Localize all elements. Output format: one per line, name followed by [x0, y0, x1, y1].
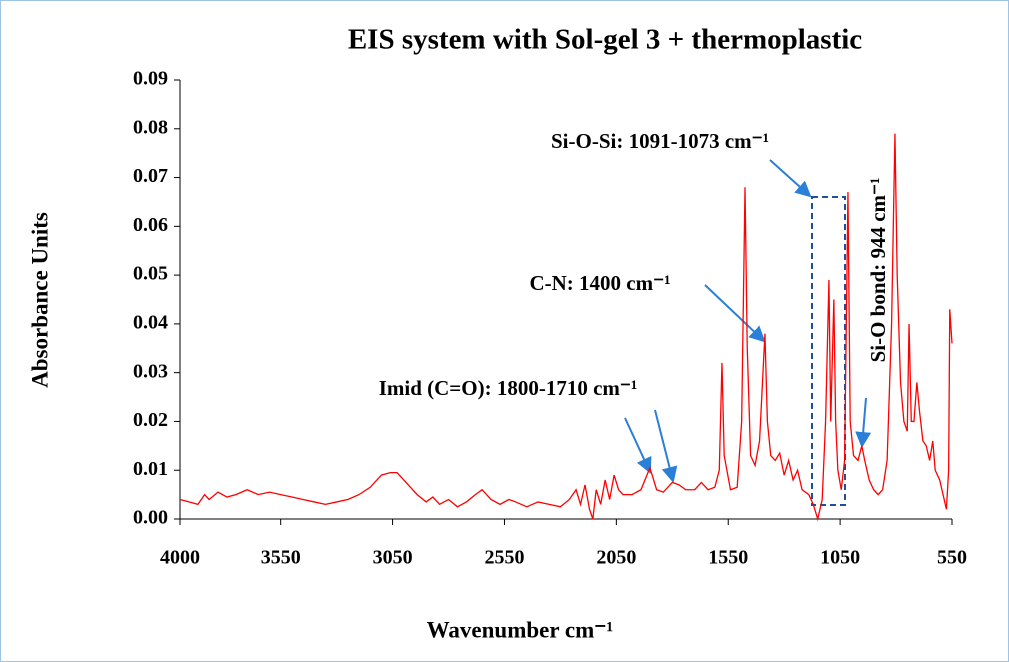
y-tick-label: 0.01: [133, 458, 168, 480]
arrows: [624, 159, 872, 483]
y-axis-label: Absorbance Units: [27, 212, 52, 388]
x-tick-label: 2050: [596, 547, 636, 569]
y-tick-label: 0.00: [133, 507, 168, 529]
x-tick-label: 3550: [261, 547, 301, 569]
chart-title: EIS system with Sol-gel 3 + thermoplasti…: [348, 24, 862, 56]
y-tick-label: 0.08: [133, 116, 168, 138]
x-tick-label: 550: [937, 547, 967, 569]
x-tick-label: 4000: [160, 547, 200, 569]
y-tick-label: 0.07: [133, 165, 168, 187]
spectrum-line: [179, 133, 953, 522]
y-tick-label: 0.09: [133, 68, 168, 90]
y-tick-label: 0.02: [133, 409, 168, 431]
annotation: Imid (C=O): 1800-1710 cm⁻¹: [379, 376, 638, 400]
y-tick-label: 0.06: [133, 214, 168, 236]
x-tick-label: 3050: [373, 547, 413, 569]
y-tick-label: 0.03: [133, 360, 168, 382]
annotation: Si-O-Si: 1091-1073 cm⁻¹: [551, 129, 769, 153]
x-tick-label: 1050: [820, 547, 860, 569]
x-tick-label: 1550: [708, 547, 748, 569]
x-axis-label: Wavenumber cm⁻¹: [427, 617, 614, 642]
y-tick-label: 0.04: [133, 311, 168, 333]
y-tick-label: 0.05: [133, 263, 168, 285]
annotation: C-N: 1400 cm⁻¹: [529, 271, 670, 295]
annotation: Si-O bond: 944 cm⁻¹: [866, 178, 890, 363]
x-tick-label: 2550: [484, 547, 524, 569]
